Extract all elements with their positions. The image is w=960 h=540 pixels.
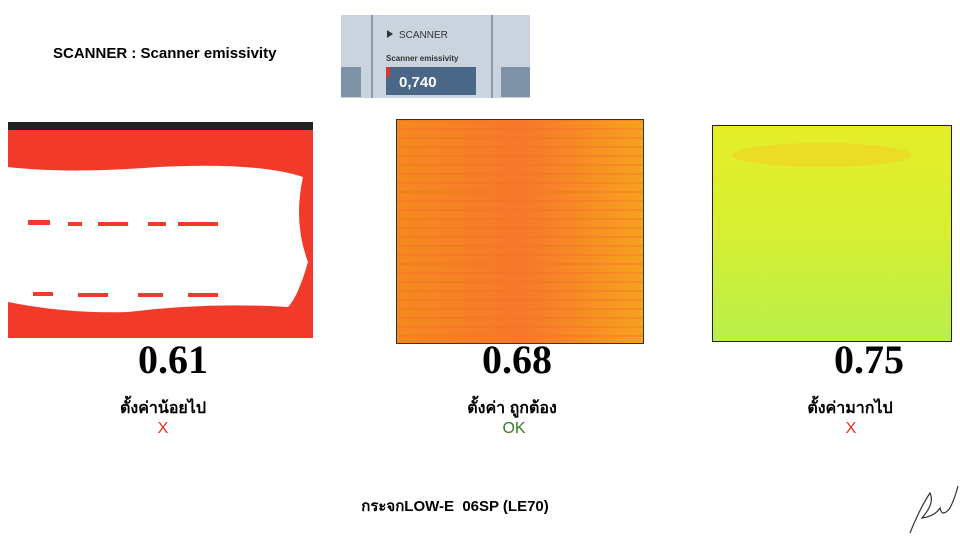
emissivity-value: 0.68 [482, 337, 552, 382]
inset-value: 0,740 [399, 74, 437, 91]
emissivity-value: 0.75 [834, 337, 904, 382]
setting-label: ตั้งค่ามากไป [807, 400, 893, 417]
signature [909, 485, 959, 534]
setting-label: ตั้งค่า ถูกต้อง [467, 400, 557, 417]
setting-label: ตั้งค่าน้อยไป [119, 400, 206, 417]
inset-section: SCANNER [399, 30, 448, 41]
footer: กระจกLOW-E 06SP (LE70) [361, 498, 549, 515]
emissivity-value: 0.61 [138, 337, 208, 382]
thermal-image-ok [396, 119, 644, 344]
title: SCANNER : Scanner emissivity [53, 45, 277, 62]
status: OK [502, 420, 526, 437]
status: X [845, 420, 857, 437]
thermal-image-high [712, 125, 952, 342]
status: X [157, 420, 169, 437]
thermal-image-low [8, 122, 313, 338]
inset-screenshot: SCANNER Scanner emissivity 0,740 [341, 15, 530, 98]
inset-field: Scanner emissivity [386, 54, 459, 63]
